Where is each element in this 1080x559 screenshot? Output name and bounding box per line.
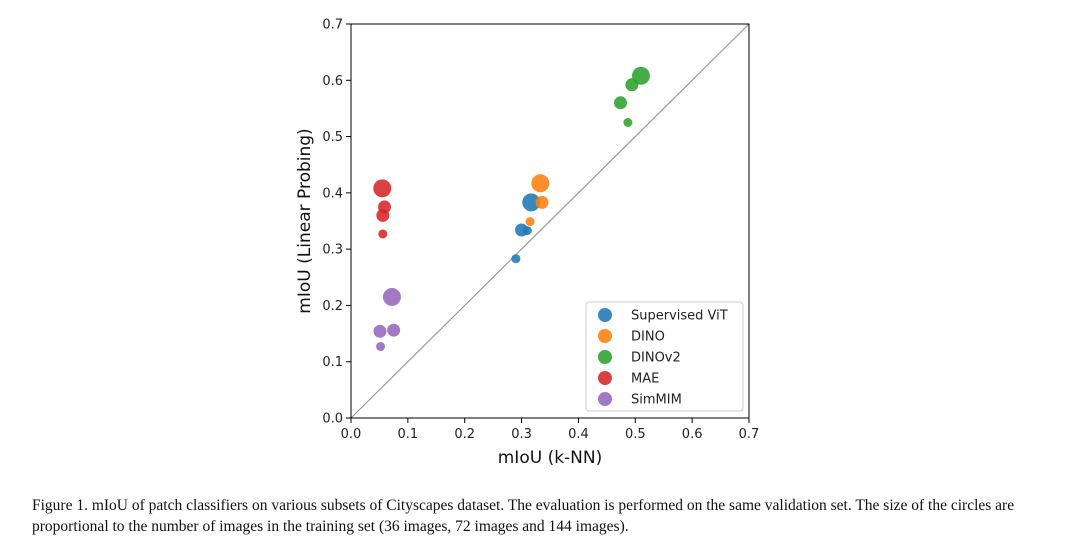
- x-tick-label: 0.5: [625, 427, 646, 442]
- y-tick-label: 0.0: [322, 412, 343, 427]
- y-tick-label: 0.4: [322, 186, 343, 201]
- legend-marker: [598, 371, 612, 385]
- legend-label: MAE: [631, 372, 659, 387]
- x-tick-label: 0.2: [454, 427, 475, 442]
- legend-marker: [598, 308, 612, 322]
- data-point-dino: [535, 195, 549, 209]
- data-point-dinov2: [614, 96, 628, 110]
- x-tick-label: 0.4: [568, 427, 589, 442]
- data-point-simmim: [382, 287, 401, 306]
- x-tick-label: 0.1: [398, 427, 419, 442]
- y-tick-label: 0.6: [322, 74, 343, 89]
- data-point-supervised-vit: [511, 254, 521, 264]
- y-tick-label: 0.3: [322, 243, 343, 258]
- x-axis-label: mIoU (k-NN): [498, 448, 603, 468]
- data-point-simmim: [387, 323, 401, 337]
- y-tick-label: 0.7: [322, 18, 343, 33]
- data-point-dinov2: [625, 78, 639, 92]
- diagonal-reference-line: [350, 23, 750, 419]
- legend-marker: [598, 350, 612, 364]
- data-point-dino: [525, 217, 535, 227]
- y-tick-label: 0.5: [322, 130, 343, 145]
- chart: 0.0 0.1 0.2 0.3 0.4 0.5 0.6 0.7 0.0 0.1 0.2 0.3 0.4 0…: [295, 18, 759, 469]
- legend-box: [585, 301, 744, 412]
- y-tick-label: 0.2: [322, 299, 343, 314]
- y-axis-label: mIoU (Linear Probing): [295, 128, 315, 313]
- data-point-mae: [373, 179, 392, 198]
- y-tick-label: 0.1: [322, 355, 343, 370]
- legend-label: DINO: [631, 330, 665, 345]
- legend-label: SimMIM: [631, 393, 682, 408]
- legend-marker: [598, 329, 612, 343]
- data-point-mae: [378, 229, 388, 239]
- data-point-simmim: [373, 324, 387, 338]
- data-point-dino: [531, 174, 550, 193]
- data-point-supervised-vit: [522, 226, 532, 236]
- data-point-simmim: [376, 342, 386, 352]
- figure-caption: Figure 1. mIoU of patch classifiers on v…: [32, 497, 1015, 535]
- data-point-mae: [378, 200, 392, 214]
- data-point-dinov2: [623, 118, 633, 127]
- data-point-supervised-vit: [522, 193, 541, 212]
- x-tick-label: 0.6: [682, 427, 703, 442]
- plot-frame: [350, 23, 750, 419]
- x-tick-label: 0.7: [739, 427, 760, 442]
- legend-marker: [598, 392, 612, 406]
- x-tick-label: 0.3: [511, 427, 532, 442]
- x-tick-label: 0.0: [341, 427, 362, 442]
- legend-label: DINOv2: [631, 351, 681, 366]
- plot-area: 0.0 0.1 0.2 0.3 0.4 0.5 0.6 0.7 0.0 0.1 0.2 0.3 0.4 0…: [295, 18, 759, 469]
- legend-label: Supervised ViT: [631, 309, 728, 324]
